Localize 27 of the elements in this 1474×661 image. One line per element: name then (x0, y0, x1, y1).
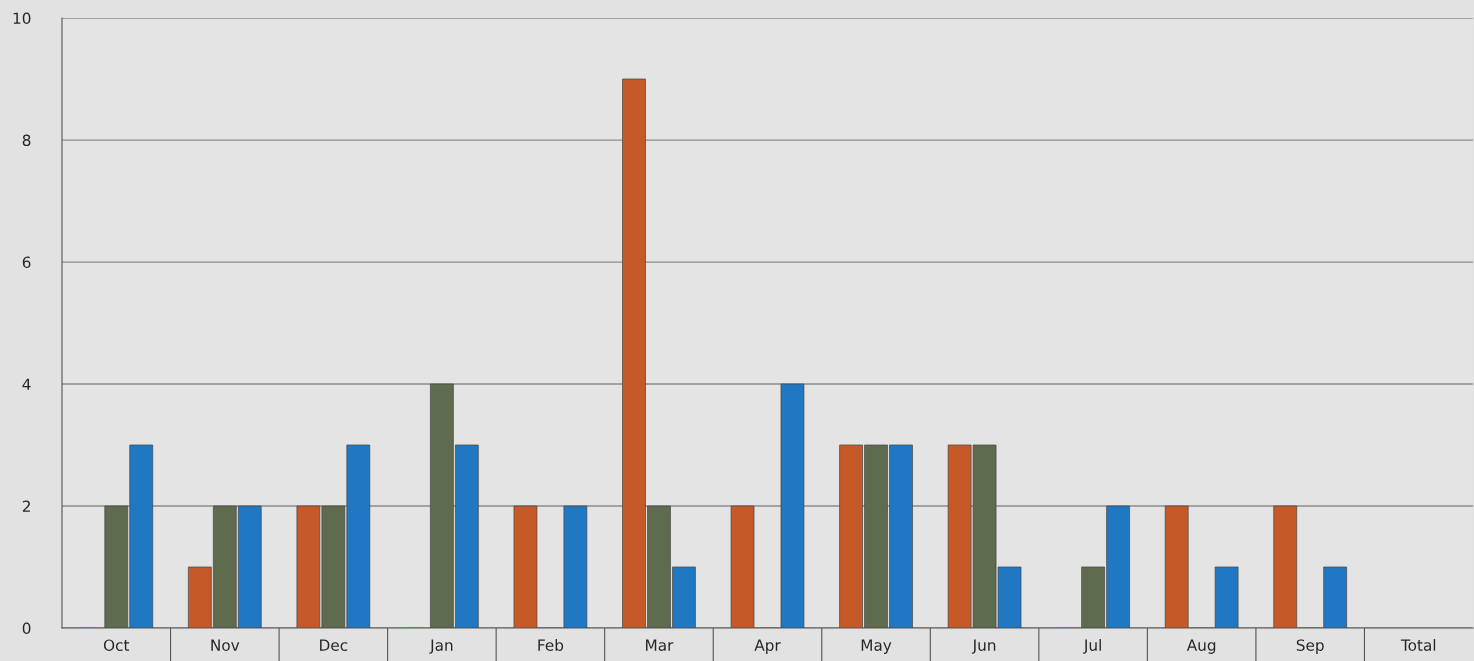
y-tick-label: 0 (22, 622, 31, 635)
y-tick-label: 4 (22, 378, 31, 390)
x-tick-label: Jul (1083, 639, 1101, 654)
x-tick-label: May (861, 639, 892, 654)
x-tick-label: Total (1400, 639, 1436, 651)
bar (780, 383, 805, 628)
y-tick-label: 6 (22, 256, 31, 269)
y-tick-label: 8 (22, 134, 31, 147)
y-tick-label: 10 (13, 12, 31, 25)
x-tick-label: Mar (646, 639, 674, 651)
x-tick-label: Nov (211, 639, 240, 651)
bar (1273, 505, 1298, 628)
x-tick-label: Sep (1296, 639, 1324, 654)
x-tick-label: Aug (1186, 639, 1216, 654)
x-tick-label: Jan (429, 639, 453, 654)
bar (1164, 505, 1189, 628)
bar (1214, 566, 1239, 628)
x-tick-label: Dec (320, 639, 348, 651)
y-tick-label: 2 (22, 500, 30, 512)
x-tick-label: Feb (538, 639, 564, 651)
bar (730, 505, 755, 628)
bar (513, 505, 538, 628)
x-tick-label: Jun (971, 639, 996, 654)
x-tick-label: Oct (103, 639, 130, 651)
bar (563, 505, 588, 628)
bar (1323, 566, 1347, 628)
x-tick-label: Apr (754, 639, 781, 654)
